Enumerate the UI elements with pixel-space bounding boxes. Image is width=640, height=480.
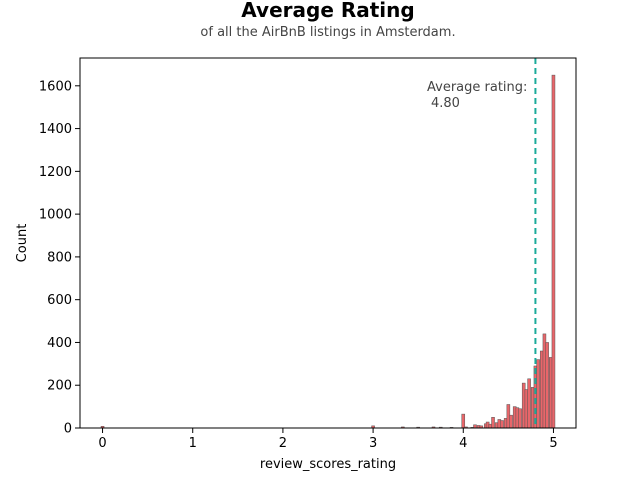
y-tick-label: 1600 [39,79,72,94]
x-ticks: 0 1 2 3 4 5 [98,428,558,451]
annotation-value: 4.80 [431,96,460,111]
y-tick-label: 600 [47,293,72,308]
histogram-bar [461,413,466,429]
histogram-bar [518,408,522,429]
histogram-bar [527,378,531,429]
chart-title: Average Rating [241,0,414,22]
y-axis-label: Count [15,224,30,263]
histogram-bar [545,342,549,429]
x-tick-label: 2 [279,436,287,451]
histogram-bar [500,420,504,429]
x-tick-label: 1 [189,436,197,451]
y-ticks: 0 200 400 600 800 1000 1200 1400 1600 [39,79,80,437]
y-tick-label: 800 [47,250,72,265]
y-tick-label: 400 [47,336,72,351]
x-tick-label: 5 [549,436,557,451]
x-axis-label: review_scores_rating [260,457,396,472]
plot-area-frame [79,57,577,429]
histogram-bar [536,359,540,429]
histogram-bar [509,414,513,429]
y-tick-label: 1200 [39,165,72,180]
bars-group [100,74,556,429]
y-tick-label: 1400 [39,122,72,137]
y-tick-label: 0 [64,422,72,437]
y-tick-label: 1000 [39,208,72,223]
x-tick-label: 4 [459,436,467,451]
chart-subtitle: of all the AirBnB listings in Amsterdam. [200,25,455,40]
histogram-bar [491,417,495,429]
y-tick-label: 200 [47,379,72,394]
annotation-line1: Average rating: [427,80,527,95]
histogram-bar [551,74,556,429]
x-tick-label: 0 [98,436,106,451]
x-tick-label: 3 [369,436,377,451]
